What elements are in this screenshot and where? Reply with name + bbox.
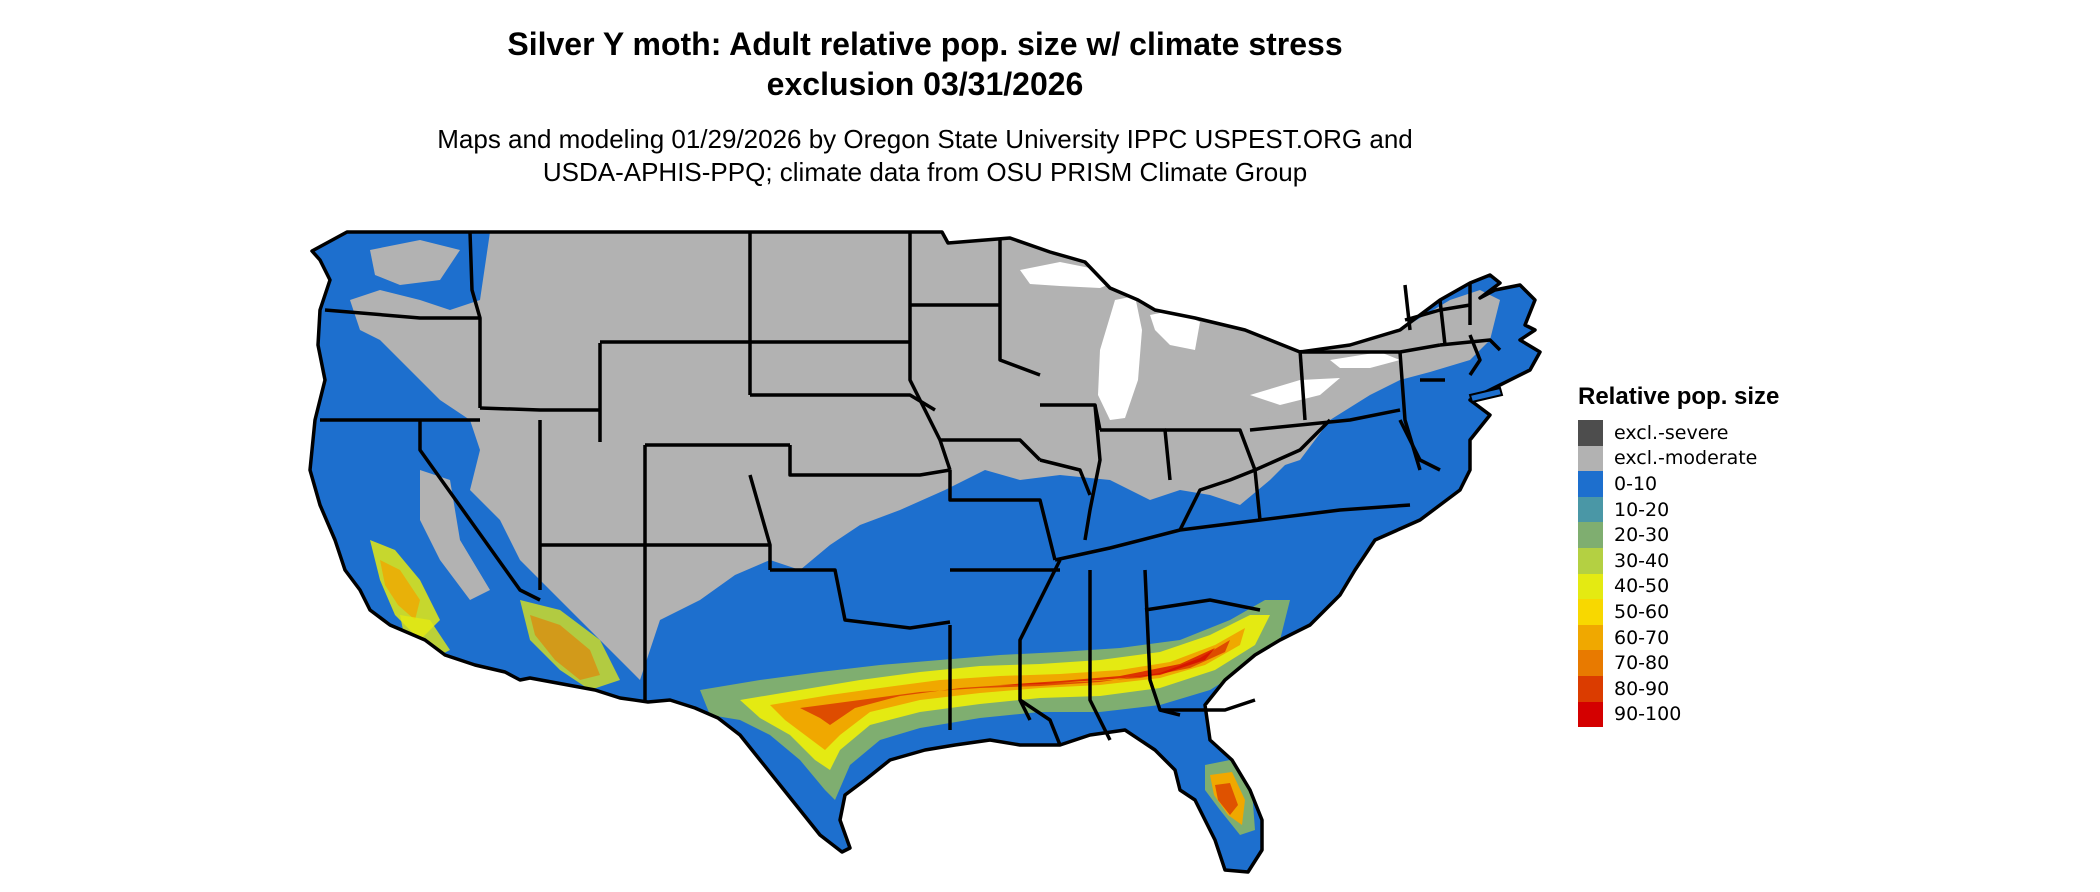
- legend-item: 0-10: [1578, 471, 1779, 497]
- legend-label: 70-80: [1614, 652, 1670, 675]
- legend-item: 90-100: [1578, 701, 1779, 728]
- legend-label: 0-10: [1614, 472, 1658, 495]
- legend-swatch: [1578, 650, 1603, 676]
- great-lakes: [1020, 262, 1400, 420]
- coastal-islands: [1468, 386, 1504, 404]
- legend-swatch: [1578, 471, 1603, 497]
- legend-label: 40-50: [1614, 575, 1670, 598]
- legend-item: 70-80: [1578, 650, 1779, 676]
- legend-label: excl.-moderate: [1614, 447, 1758, 470]
- map-title-line1: Silver Y moth: Adult relative pop. size …: [507, 26, 1343, 62]
- legend-swatch: [1578, 445, 1603, 472]
- map-subtitle-line1: Maps and modeling 01/29/2026 by Oregon S…: [437, 124, 1413, 154]
- legend-item: 50-60: [1578, 599, 1779, 625]
- map-title: Silver Y moth: Adult relative pop. size …: [0, 24, 1850, 104]
- legend-swatch: [1578, 701, 1603, 728]
- legend-items: excl.-severe excl.-moderate 0-10 10-20 20-30…: [1578, 420, 1779, 728]
- legend-label: 30-40: [1614, 549, 1670, 572]
- legend-swatch: [1578, 522, 1603, 548]
- legend-item: 80-90: [1578, 675, 1779, 702]
- legend-swatch: [1578, 675, 1603, 702]
- legend-item: excl.-severe: [1578, 420, 1779, 446]
- legend-item: 20-30: [1578, 522, 1779, 548]
- map-subtitle-line2: USDA-APHIS-PPQ; climate data from OSU PR…: [542, 157, 1308, 187]
- legend-label: 60-70: [1614, 626, 1670, 649]
- state-boundaries: [308, 230, 1542, 874]
- legend-item: 40-50: [1578, 573, 1779, 600]
- legend-label: 80-90: [1614, 677, 1670, 700]
- legend-swatch: [1578, 420, 1603, 446]
- legend-swatch: [1578, 624, 1603, 651]
- legend-label: 90-100: [1614, 703, 1682, 726]
- suitability-raster: [310, 232, 1540, 872]
- legend-item: 30-40: [1578, 547, 1779, 574]
- map-subtitle: Maps and modeling 01/29/2026 by Oregon S…: [0, 123, 1850, 189]
- legend-label: 10-20: [1614, 498, 1670, 521]
- legend-swatch: [1578, 573, 1603, 600]
- legend-label: 50-60: [1614, 600, 1670, 623]
- map-title-line2: exclusion 03/31/2026: [766, 66, 1084, 102]
- legend: Relative pop. size excl.-severe excl.-mod…: [1578, 382, 1780, 728]
- legend-swatch: [1578, 547, 1603, 574]
- legend-label: 20-30: [1614, 524, 1670, 547]
- legend-item: excl.-moderate: [1578, 445, 1779, 472]
- legend-swatch: [1578, 496, 1603, 523]
- legend-item: 60-70: [1578, 624, 1779, 651]
- legend-item: 10-20: [1578, 496, 1779, 523]
- legend-label: excl.-severe: [1614, 421, 1729, 444]
- legend-title: Relative pop. size: [1578, 383, 1780, 410]
- legend-swatch: [1578, 599, 1603, 625]
